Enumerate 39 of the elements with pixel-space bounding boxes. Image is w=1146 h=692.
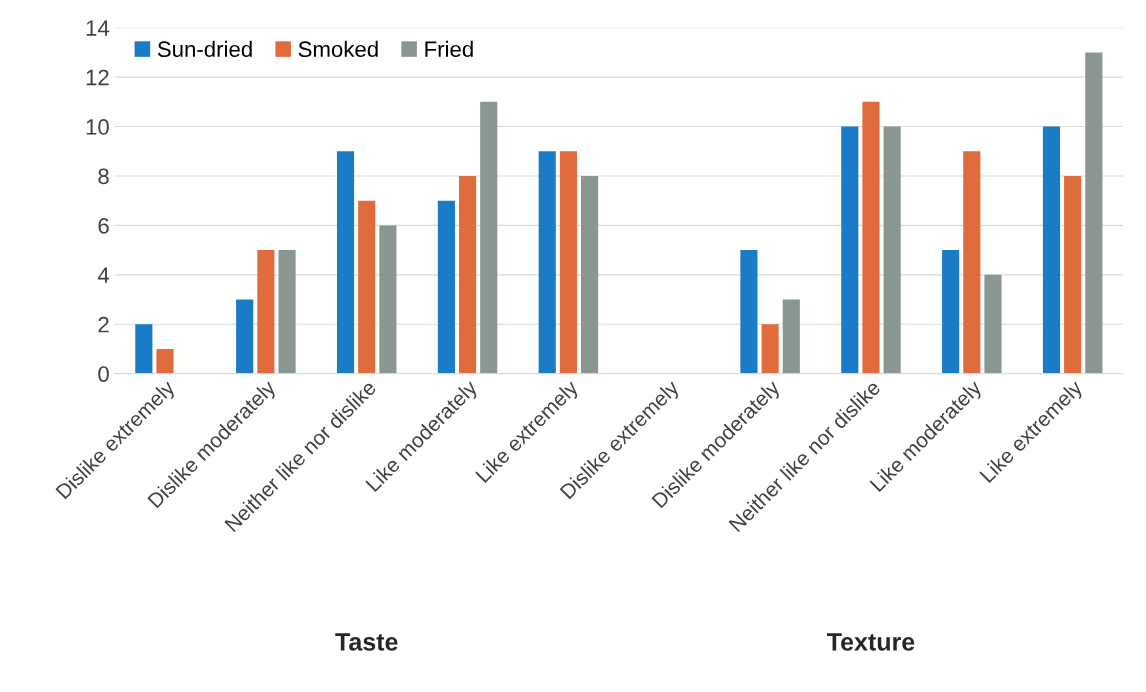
bar [862, 101, 880, 374]
bar [437, 200, 455, 374]
bar [942, 250, 960, 374]
bar [1085, 52, 1103, 374]
bar [559, 151, 577, 374]
bar [841, 126, 859, 374]
bar [984, 274, 1002, 374]
y-tick-label: 14 [86, 20, 110, 36]
bar [782, 299, 800, 374]
bar [538, 151, 556, 374]
bar [379, 225, 397, 374]
bar [581, 175, 599, 374]
bar [278, 250, 296, 374]
y-tick-label: 8 [98, 168, 109, 185]
y-tick-label: 2 [98, 316, 109, 333]
bar [156, 348, 174, 374]
bar [236, 299, 254, 374]
bar [459, 175, 477, 374]
bar [336, 151, 355, 374]
y-tick-label: 6 [98, 217, 109, 234]
bar [1042, 126, 1061, 374]
bar [480, 101, 498, 374]
bar [761, 324, 779, 374]
bar [257, 250, 275, 374]
legend-label: Sun-dried [157, 40, 252, 58]
bar [963, 151, 981, 374]
text: Texture [827, 633, 915, 651]
legend-label: Fried [425, 40, 473, 58]
bar [358, 200, 376, 374]
y-tick-label: 0 [98, 366, 109, 382]
y-tick-label: 4 [97, 267, 110, 283]
bar [1064, 175, 1082, 374]
y-tick-label: 12 [86, 69, 109, 86]
text: Taste [335, 633, 398, 651]
bar [740, 250, 758, 374]
y-tick-label: 10 [86, 119, 109, 135]
legend-label: Smoked [298, 40, 378, 58]
bar [135, 324, 153, 374]
bar [883, 126, 901, 374]
